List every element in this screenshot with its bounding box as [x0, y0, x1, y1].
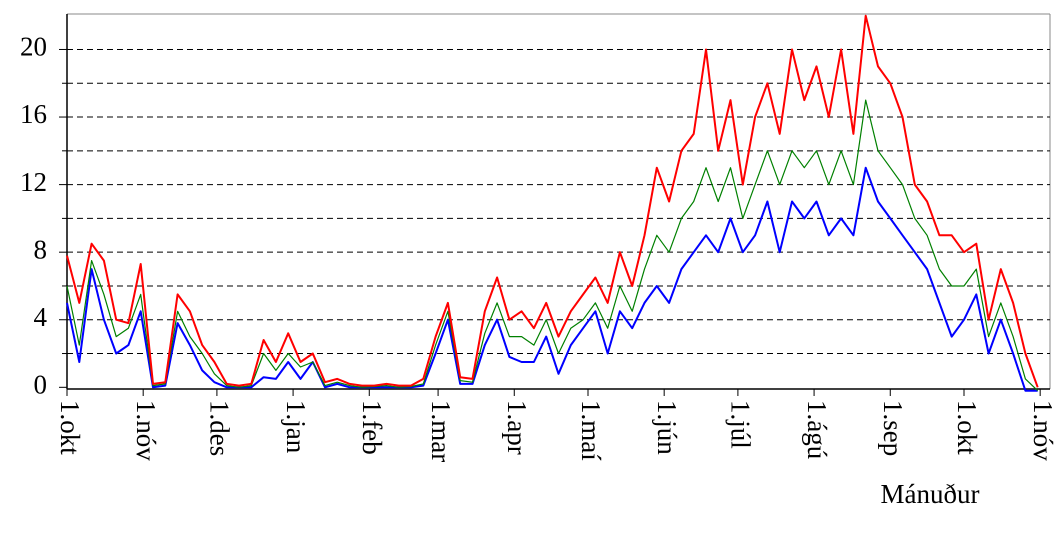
x-tick-label: 1.okt [952, 400, 982, 455]
x-tick-label: 1.feb [357, 400, 387, 455]
series-line [66, 14, 1039, 388]
x-tick-label: 1.maí [576, 400, 606, 461]
x-tick-label: 1.nóv [1028, 400, 1058, 461]
y-tick-label: 12 [20, 167, 47, 197]
y-tick-label: 8 [34, 234, 48, 264]
y-tick-label: 0 [34, 370, 48, 400]
y-tick-label: 16 [20, 99, 47, 129]
x-tick-label: 1.des [205, 400, 235, 456]
series-line [66, 99, 1039, 392]
x-tick-label: 1.nóv [131, 400, 161, 461]
x-tick-label: 1.jún [652, 400, 682, 455]
y-tick-label: 20 [20, 32, 47, 62]
x-tick-label: 1.mar [426, 400, 456, 462]
y-tick-label: 4 [34, 302, 48, 332]
x-tick-label: 1.apr [502, 400, 532, 455]
x-tick-label: 1.sep [878, 400, 908, 456]
x-tick-label: 1.okt [55, 400, 85, 455]
series-line [66, 166, 1038, 392]
x-tick-label: 1.jan [281, 400, 311, 454]
x-axis-title: Mánuður [881, 479, 980, 509]
x-tick-label: 1.júl [726, 400, 756, 449]
x-tick-label: 1.ágú [802, 400, 832, 460]
